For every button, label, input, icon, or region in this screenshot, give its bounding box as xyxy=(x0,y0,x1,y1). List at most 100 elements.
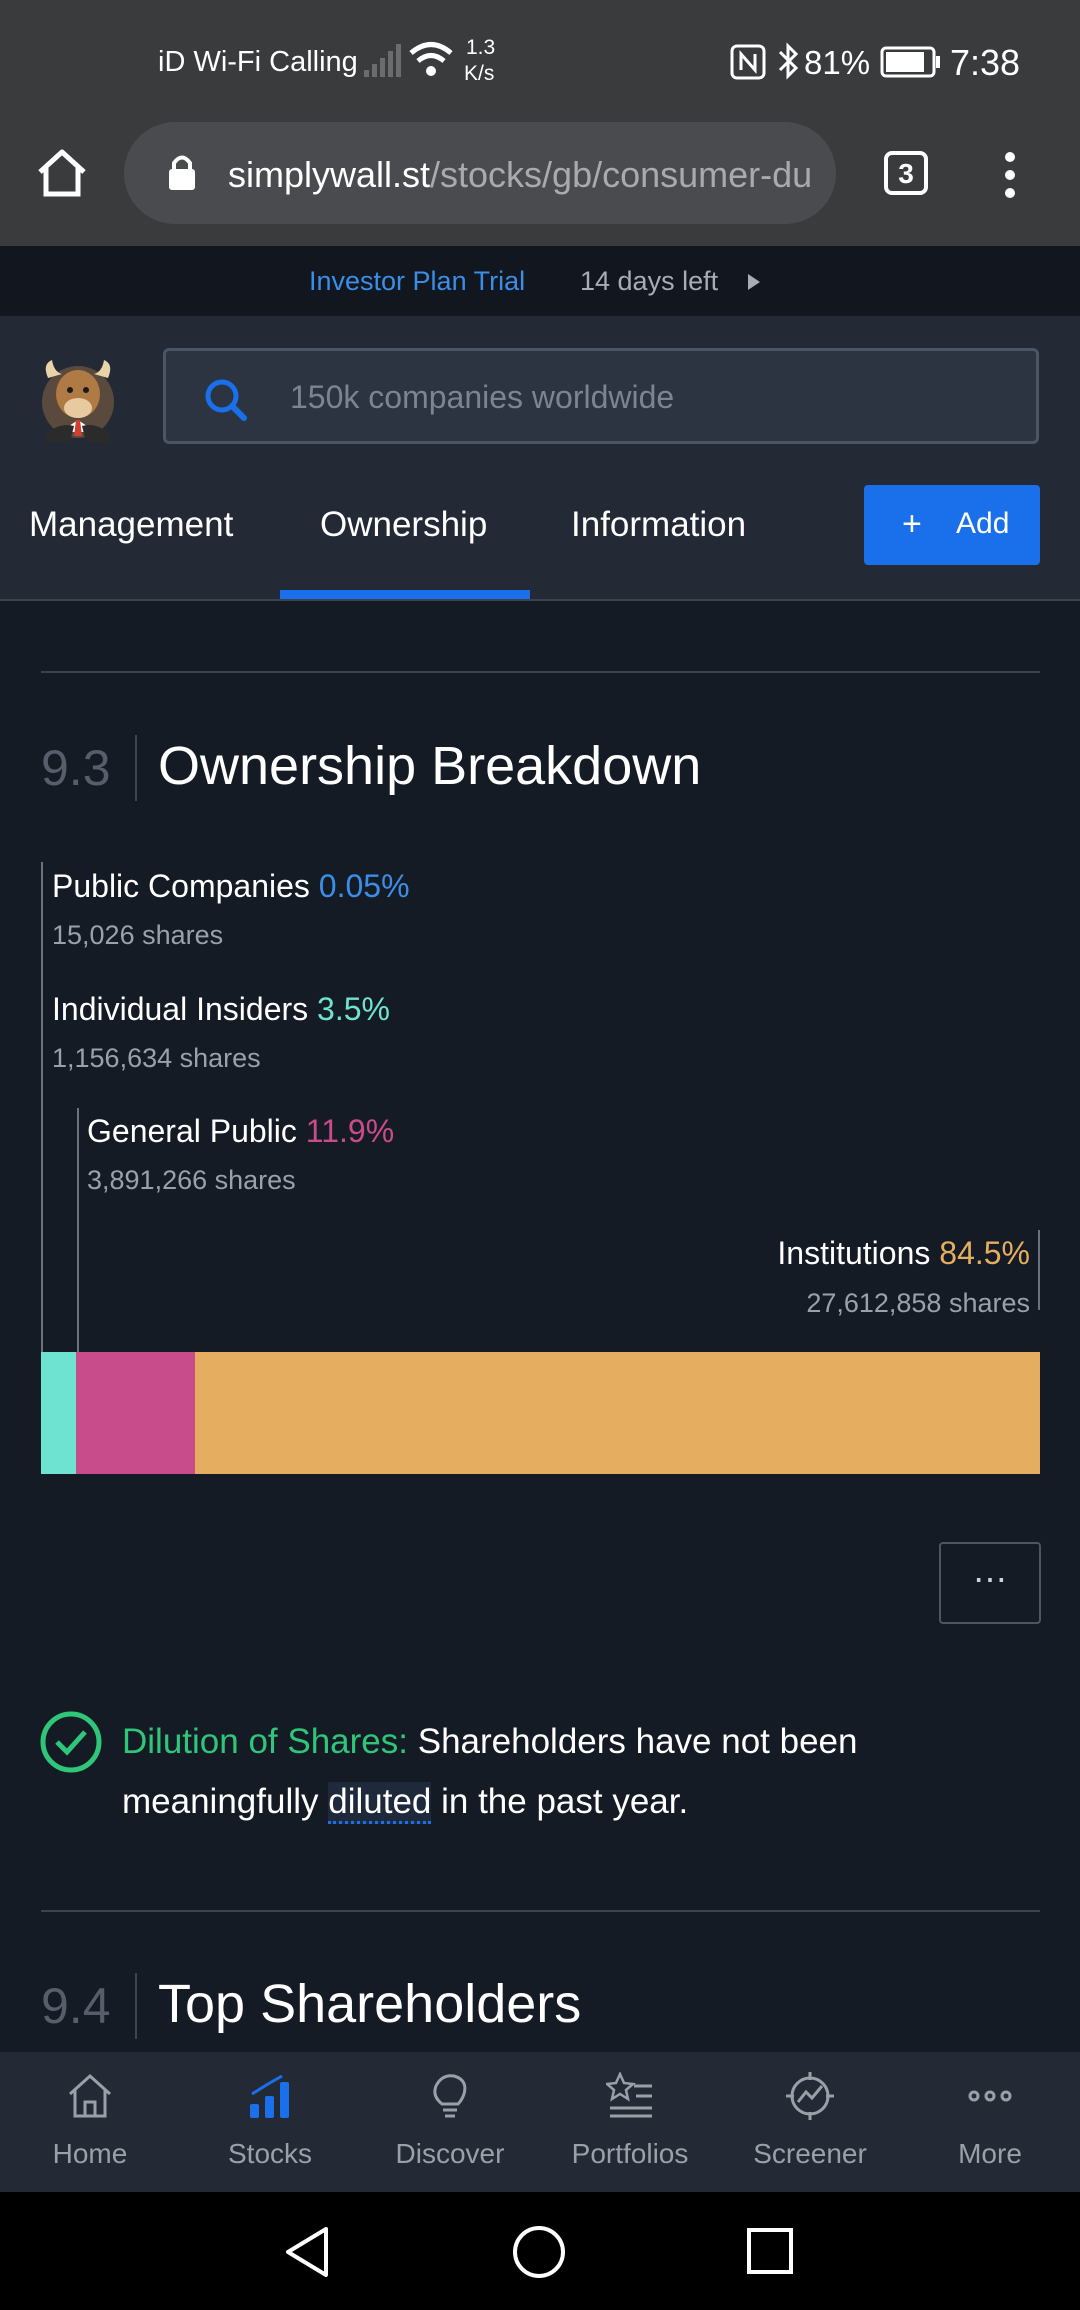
tab-information[interactable]: Information xyxy=(571,505,747,544)
public-companies-shares: 15,026 shares xyxy=(52,920,224,950)
section-number: 9.3 xyxy=(41,740,111,796)
more-dots-icon: ⋯ xyxy=(973,1561,1007,1599)
section-title: Ownership Breakdown xyxy=(158,736,702,796)
stocks-icon xyxy=(250,2074,289,2118)
nav-label: Screener xyxy=(753,2138,867,2169)
dilution-title: Dilution of Shares: xyxy=(122,1722,408,1761)
category-name: Public Companies xyxy=(52,868,310,904)
nav-label: Home xyxy=(52,2138,128,2169)
back-icon[interactable] xyxy=(282,2225,332,2279)
tab-ownership[interactable]: Ownership xyxy=(320,505,488,544)
nav-label: Portfolios xyxy=(571,2138,689,2169)
logo-avatar[interactable] xyxy=(40,350,116,442)
signal-icon xyxy=(364,44,401,77)
institutions-shares: 27,612,858 shares xyxy=(806,1288,1030,1318)
public-companies-label: Public Companies 0.05% xyxy=(52,868,410,905)
section-title: Top Shareholders xyxy=(158,1974,582,2034)
value-label: 0.05% xyxy=(318,868,410,904)
nav-home[interactable]: Home xyxy=(0,2052,180,2192)
nav-stocks[interactable]: Stocks xyxy=(180,2052,360,2192)
lightbulb-icon xyxy=(433,2074,467,2118)
status-bar: iD Wi-Fi Calling 1.3 K/s 81% 7:38 xyxy=(0,0,1080,122)
url-bar[interactable]: simplywall.st/stocks/gb/consumer-du xyxy=(124,122,836,224)
menu-kebab-icon[interactable] xyxy=(998,150,1022,200)
browser-toolbar: simplywall.st/stocks/gb/consumer-du 3 xyxy=(0,122,1080,246)
category-name: Institutions xyxy=(777,1235,931,1271)
dilution-text: Dilution of Shares: Shareholders have no… xyxy=(122,1712,1022,1832)
section-divider xyxy=(41,1910,1040,1912)
value-label: 11.9% xyxy=(305,1113,395,1149)
home-circle-icon[interactable] xyxy=(512,2225,566,2279)
play-arrow-icon[interactable] xyxy=(746,272,762,292)
bull-logo-icon xyxy=(42,360,114,442)
search-box[interactable]: 150k companies worldwide xyxy=(163,348,1039,444)
section-separator xyxy=(135,735,137,801)
system-nav-bar xyxy=(0,2192,1080,2310)
category-name: Individual Insiders xyxy=(52,991,309,1027)
general-public-label: General Public 11.9% xyxy=(87,1113,394,1150)
tab-divider xyxy=(0,599,1080,601)
url-path: /stocks/gb/consumer-du xyxy=(430,154,813,195)
bar-segment-general-public xyxy=(76,1352,196,1474)
check-circle-icon xyxy=(40,1711,102,1773)
screener-icon xyxy=(786,2072,834,2120)
nav-discover[interactable]: Discover xyxy=(360,2052,540,2192)
nav-label: Stocks xyxy=(227,2138,313,2169)
leader-line-institutions xyxy=(1038,1230,1040,1310)
trial-days-left: 14 days left xyxy=(580,266,719,296)
nfc-icon xyxy=(730,44,766,80)
home-icon[interactable] xyxy=(36,148,88,198)
speed-unit: K/s xyxy=(464,62,495,85)
portfolio-icon xyxy=(606,2072,652,2118)
value-label: 3.5% xyxy=(317,991,390,1027)
recents-icon[interactable] xyxy=(746,2227,794,2275)
dilution-text-2: meaningfully xyxy=(122,1782,319,1821)
wifi-icon xyxy=(409,42,453,76)
carrier-label: iD Wi-Fi Calling xyxy=(158,46,358,78)
section-separator xyxy=(135,1973,137,2039)
dilution-text-3: in the past year. xyxy=(441,1782,689,1821)
individual-insiders-label: Individual Insiders 3.5% xyxy=(52,991,390,1028)
tab-management[interactable]: Management xyxy=(29,505,234,544)
bar-segment-individual-insiders xyxy=(41,1352,77,1474)
nav-screener[interactable]: Screener xyxy=(720,2052,900,2192)
leader-line-public-companies xyxy=(41,862,43,1472)
value-label: 84.5% xyxy=(939,1235,1030,1271)
speed-value: 1.3 xyxy=(466,36,496,59)
bluetooth-icon xyxy=(778,42,799,80)
trial-plan-link[interactable]: Investor Plan Trial xyxy=(309,266,526,296)
url-text: simplywall.st/stocks/gb/consumer-du xyxy=(228,154,818,196)
home-icon xyxy=(68,2073,112,2118)
diluted-tooltip-link[interactable]: diluted xyxy=(328,1782,432,1824)
section-number: 9.4 xyxy=(41,1978,111,2034)
nav-label: Discover xyxy=(395,2138,505,2169)
bottom-nav: Home Stocks Discover Portfolios Screener xyxy=(0,2052,1080,2192)
clock: 7:38 xyxy=(950,42,1021,83)
tab-switcher-button[interactable]: 3 xyxy=(884,151,928,195)
tab-count: 3 xyxy=(898,158,914,189)
add-button-label: Add xyxy=(956,507,1010,540)
bar-segment-institutions xyxy=(195,1352,1040,1474)
lock-icon xyxy=(169,155,195,190)
nav-portfolios[interactable]: Portfolios xyxy=(540,2052,720,2192)
dilution-text-1: Shareholders have not been xyxy=(417,1722,858,1761)
leader-line-general-public xyxy=(77,1108,79,1472)
section-divider xyxy=(41,671,1040,673)
category-name: General Public xyxy=(87,1113,297,1149)
trial-banner: Investor Plan Trial 14 days left xyxy=(0,246,1080,316)
battery-percent: 81% xyxy=(804,44,871,81)
ownership-stacked-bar xyxy=(41,1352,1040,1474)
battery-icon xyxy=(880,46,940,78)
add-button[interactable]: + Add xyxy=(864,485,1040,565)
search-placeholder: 150k companies worldwide xyxy=(290,379,675,415)
more-dots-icon xyxy=(968,2090,1012,2102)
nav-label: More xyxy=(958,2138,1022,2169)
individual-insiders-shares: 1,156,634 shares xyxy=(52,1043,261,1073)
institutions-label: Institutions 84.5% xyxy=(777,1235,1030,1272)
more-options-button[interactable]: ⋯ xyxy=(939,1542,1041,1624)
url-domain: simplywall.st xyxy=(228,154,431,195)
add-plus-icon: + xyxy=(902,505,922,543)
nav-more[interactable]: More xyxy=(900,2052,1080,2192)
search-icon xyxy=(205,379,247,421)
active-tab-indicator xyxy=(280,590,530,599)
